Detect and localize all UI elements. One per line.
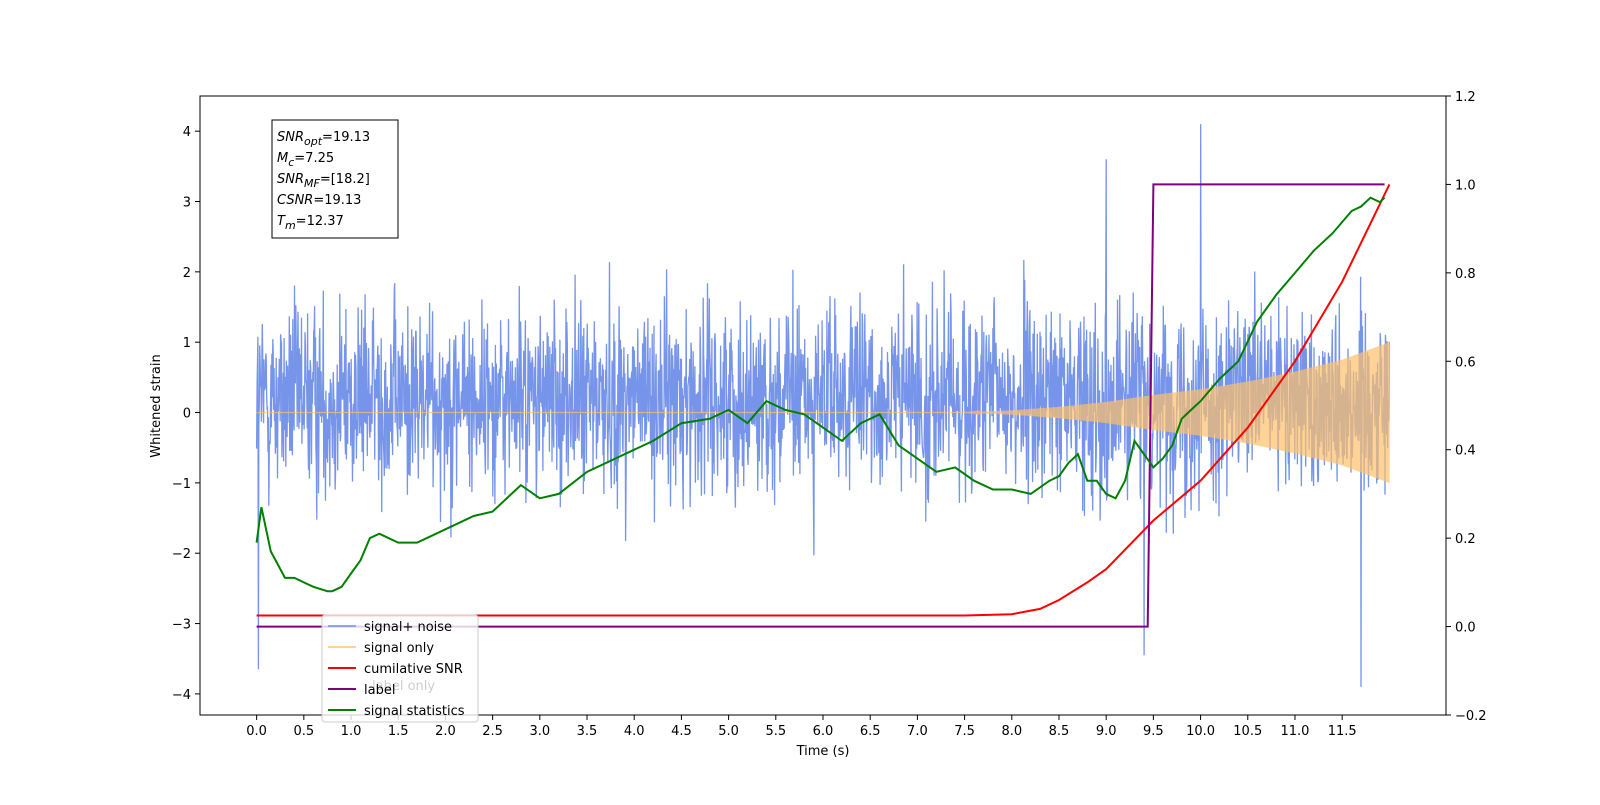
x-tick-label: 10.5 <box>1233 724 1262 739</box>
legend-label: signal statistics <box>364 704 465 719</box>
signal-noise-series <box>255 124 1391 687</box>
y-right-tick-label: 1.0 <box>1455 178 1476 193</box>
x-tick-label: 4.0 <box>624 724 645 739</box>
signal-only-series <box>256 342 1390 483</box>
x-tick-label: 6.5 <box>860 724 881 739</box>
y-right-tick-label: 0.6 <box>1455 355 1476 370</box>
y-right-tick-label: 0.0 <box>1455 621 1476 636</box>
x-tick-label: 1.5 <box>388 724 409 739</box>
x-tick-label: 10.0 <box>1186 724 1215 739</box>
x-tick-label: 3.5 <box>577 724 598 739</box>
y-axis-left: −4 −3 −2 −1 0 1 2 3 4 <box>172 125 200 703</box>
y-left-tick-label: 0 <box>183 407 191 422</box>
annotation-line: CSNR=19.13 <box>277 193 361 208</box>
x-tick-label: 2.5 <box>482 724 503 739</box>
x-tick-label: 4.5 <box>671 724 692 739</box>
y-right-tick-label: −0.2 <box>1455 709 1487 724</box>
annotation-line: SNRMF=[18.2] <box>277 172 370 190</box>
y-left-tick-label: −3 <box>172 618 191 633</box>
x-tick-label: 6.0 <box>813 724 834 739</box>
x-axis-label: Time (s) <box>796 744 850 759</box>
y-left-tick-label: 2 <box>183 266 191 281</box>
x-tick-label: 1.0 <box>341 724 362 739</box>
y-right-tick-label: 0.2 <box>1455 532 1476 547</box>
y-right-tick-label: 0.4 <box>1455 444 1476 459</box>
x-tick-label: 7.5 <box>954 724 975 739</box>
x-tick-label: 0.0 <box>246 724 267 739</box>
cumulative-snr-line <box>256 183 1391 617</box>
y-axis-right: −0.2 0.0 0.2 0.4 0.6 0.8 1.0 1.2 <box>1446 90 1487 724</box>
annotation-line: SNRopt=19.13 <box>277 130 370 148</box>
x-tick-label: 9.5 <box>1143 724 1164 739</box>
legend-frame <box>321 614 479 723</box>
x-tick-label: 7.0 <box>907 724 928 739</box>
y-right-tick-label: 1.2 <box>1455 90 1476 105</box>
x-tick-label: 8.5 <box>1049 724 1070 739</box>
x-tick-label: 8.0 <box>1001 724 1022 739</box>
x-tick-label: 2.0 <box>435 724 456 739</box>
legend-label: cumilative SNR <box>364 662 463 677</box>
x-tick-label: 9.0 <box>1096 724 1117 739</box>
y-left-tick-label: 4 <box>183 125 191 140</box>
legend-label: signal only <box>364 641 434 656</box>
annotation-box: SNRopt=19.13 Mc=7.25 SNRMF=[18.2] CSNR=19.1… <box>271 119 399 239</box>
x-tick-label: 5.0 <box>718 724 739 739</box>
line-series-layer <box>255 183 1391 628</box>
x-tick-label: 5.5 <box>765 724 786 739</box>
y-axis-label: Whitened strain <box>149 354 164 457</box>
signal-statistics-line <box>255 196 1386 593</box>
x-tick-label: 3.0 <box>529 724 550 739</box>
annotation-line: Mc=7.25 <box>277 151 334 169</box>
annotation-frame <box>271 119 399 239</box>
legend-label: label <box>364 683 395 698</box>
y-right-tick-label: 0.8 <box>1455 267 1476 282</box>
signal-only-line <box>256 342 1390 483</box>
legend-label: signal+ noise <box>364 620 452 635</box>
x-tick-label: 0.5 <box>293 724 314 739</box>
signal-noise-line <box>255 124 1391 687</box>
x-tick-label: 11.0 <box>1280 724 1309 739</box>
x-tick-label: 11.5 <box>1328 724 1357 739</box>
y-left-tick-label: −1 <box>172 477 191 492</box>
x-axis: 0.0 0.5 1.0 1.5 2.0 2.5 3.0 3.5 4.0 4.5 5.0 5.5 6.0 6… <box>246 715 1357 739</box>
annotation-line: Tm=12.37 <box>277 214 344 232</box>
y-left-tick-label: 1 <box>183 336 191 351</box>
y-left-tick-label: 3 <box>183 196 191 211</box>
y-left-tick-label: −2 <box>172 547 191 562</box>
y-left-tick-label: −4 <box>172 688 191 703</box>
label-line <box>256 183 1385 628</box>
